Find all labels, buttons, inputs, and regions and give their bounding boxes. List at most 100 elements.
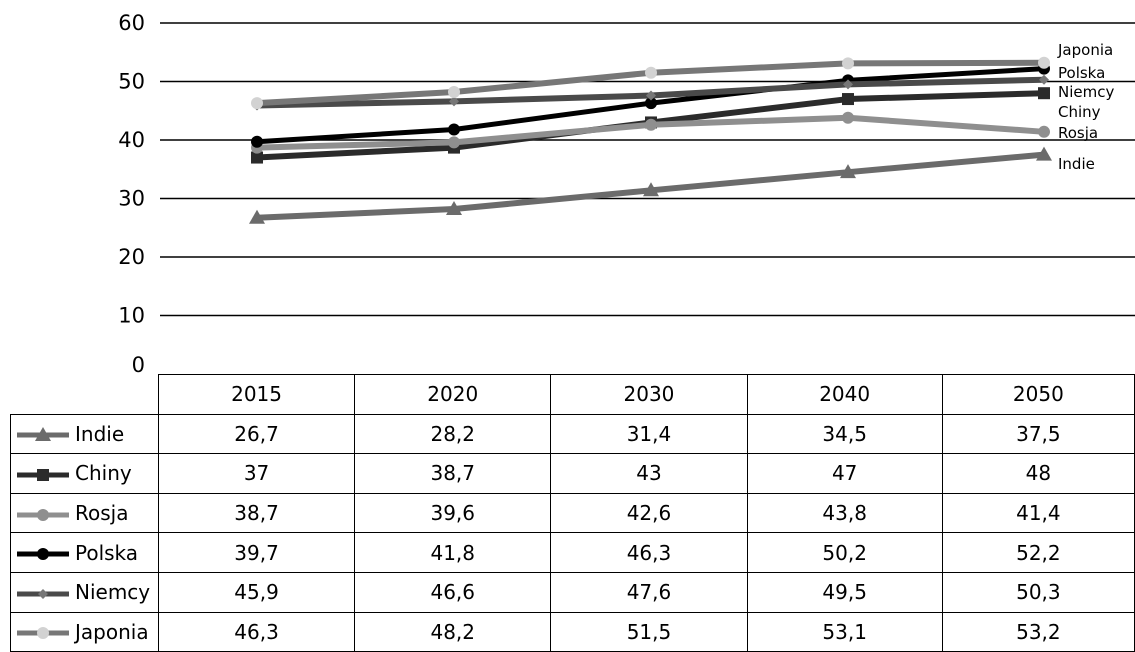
japonia-point xyxy=(645,66,657,79)
y-tick-label: 40 xyxy=(118,128,145,152)
series-label: Polska xyxy=(75,540,139,565)
table-header-cell: 2050 xyxy=(941,374,1135,415)
table-header-row: 2015 2020 2030 2040 2050 xyxy=(10,374,1135,415)
data-table: 2015 2020 2030 2040 2050 Indie 26,7 28,2… xyxy=(10,374,1135,652)
table-row: Chiny 37 38,7 43 47 48 xyxy=(10,453,1135,494)
chiny-point xyxy=(842,93,854,106)
legend-point xyxy=(35,427,51,442)
niemcy-point xyxy=(449,96,459,107)
table-cell: 43,8 xyxy=(746,492,943,534)
table-cell: 50,3 xyxy=(941,571,1135,613)
table-header-cell: 2020 xyxy=(354,374,552,415)
table-row: Polska 39,7 41,8 46,3 50,2 52,2 xyxy=(10,532,1135,573)
japonia-point xyxy=(842,57,854,70)
table-cell: 46,3 xyxy=(550,532,748,573)
legend-key-square-icon xyxy=(17,468,69,481)
series-indie xyxy=(249,146,1052,224)
table-cell: 41,4 xyxy=(941,492,1135,534)
polska-point xyxy=(448,123,460,136)
table-header-cell: 2040 xyxy=(746,374,943,415)
series-label: Rosja xyxy=(75,501,129,526)
table-cell: 38,7 xyxy=(157,492,356,534)
table-cell: 47 xyxy=(746,453,943,494)
legend-key-circle-light-icon xyxy=(17,627,69,640)
chart-gridlines xyxy=(160,22,1135,317)
polska-point xyxy=(645,97,657,110)
table-header-cell: 2015 xyxy=(157,374,356,415)
end-label-chiny: Chiny xyxy=(1058,103,1101,121)
indie-point xyxy=(249,209,265,224)
series-label: Niemcy xyxy=(75,580,151,605)
rosja-point xyxy=(645,118,657,131)
series-legend-cell: Indie xyxy=(10,413,159,455)
y-tick-label: 0 xyxy=(132,353,145,377)
series-label: Chiny xyxy=(75,461,132,486)
rosja-point xyxy=(448,136,460,149)
legend-key-diamond-icon xyxy=(17,588,69,599)
table-cell: 53,2 xyxy=(941,611,1135,652)
rosja-point xyxy=(842,111,854,124)
legend-key-circle-icon xyxy=(17,548,69,561)
chiny-point xyxy=(251,151,263,164)
niemcy-point xyxy=(646,90,656,101)
legend-point xyxy=(37,468,49,481)
chiny-point xyxy=(1038,87,1050,100)
y-tick-label: 10 xyxy=(118,304,145,328)
legend-point xyxy=(37,548,49,561)
end-label-rosja: Rosja xyxy=(1058,124,1098,142)
series-legend-cell: Rosja xyxy=(10,492,159,534)
end-label-japonia: Japonia xyxy=(1057,41,1113,59)
line-chart: 0 10 20 30 40 50 60 Indie Chiny Rosja PolskaNiemc… xyxy=(118,11,1135,377)
series-japonia xyxy=(251,56,1050,110)
table-header-cell: 2030 xyxy=(550,374,748,415)
table-cell: 37 xyxy=(157,453,356,494)
series-label: Japonia xyxy=(75,619,149,644)
table-cell: 53,1 xyxy=(746,611,943,652)
legend-point xyxy=(38,588,48,599)
table-cell: 46,3 xyxy=(157,611,356,652)
japonia-point xyxy=(1038,56,1050,69)
table-cell: 39,6 xyxy=(354,492,552,534)
legend-point xyxy=(37,627,49,640)
table-cell: 52,2 xyxy=(941,532,1135,573)
table-cell: 43 xyxy=(550,453,748,494)
table-cell: 26,7 xyxy=(157,413,356,455)
japonia-point xyxy=(448,86,460,99)
japonia-point xyxy=(251,97,263,110)
series-label: Indie xyxy=(75,421,125,446)
polska-point xyxy=(251,135,263,148)
legend-key-circle-icon xyxy=(17,508,69,521)
table-cell: 51,5 xyxy=(550,611,748,652)
table-row: Japonia 46,3 48,2 51,5 53,1 53,2 xyxy=(10,611,1135,652)
series-legend-cell: Polska xyxy=(10,532,159,573)
series-legend-cell: Chiny xyxy=(10,453,159,494)
series-legend-cell: Japonia xyxy=(10,611,159,652)
chart-series xyxy=(249,56,1052,224)
niemcy-point xyxy=(843,79,853,90)
table-cell: 50,2 xyxy=(746,532,943,573)
indie-point xyxy=(643,182,659,197)
legend-point xyxy=(37,508,49,521)
rosja-point xyxy=(1038,125,1050,138)
indie-point xyxy=(1036,146,1052,161)
end-label-indie: Indie xyxy=(1058,155,1095,173)
table-cell: 37,5 xyxy=(941,413,1135,455)
table-cell: 42,6 xyxy=(550,492,748,534)
table-cell: 46,6 xyxy=(354,571,552,613)
table-row: Indie 26,7 28,2 31,4 34,5 37,5 xyxy=(10,413,1135,455)
table-cell: 48 xyxy=(941,453,1135,494)
table-row: Rosja 38,7 39,6 42,6 43,8 41,4 xyxy=(10,492,1135,534)
table-cell: 31,4 xyxy=(550,413,748,455)
indie-point xyxy=(840,164,856,179)
y-tick-label: 60 xyxy=(118,11,145,35)
y-tick-label: 50 xyxy=(118,70,145,94)
legend-key-triangle-icon xyxy=(17,427,69,442)
table-cell: 41,8 xyxy=(354,532,552,573)
end-label-polska: Polska xyxy=(1058,64,1105,82)
table-row: Niemcy 45,9 46,6 47,6 49,5 50,3 xyxy=(10,571,1135,613)
table-cell: 45,9 xyxy=(157,571,356,613)
y-tick-label: 30 xyxy=(118,187,145,211)
table-cell: 39,7 xyxy=(157,532,356,573)
table-cell: 34,5 xyxy=(746,413,943,455)
